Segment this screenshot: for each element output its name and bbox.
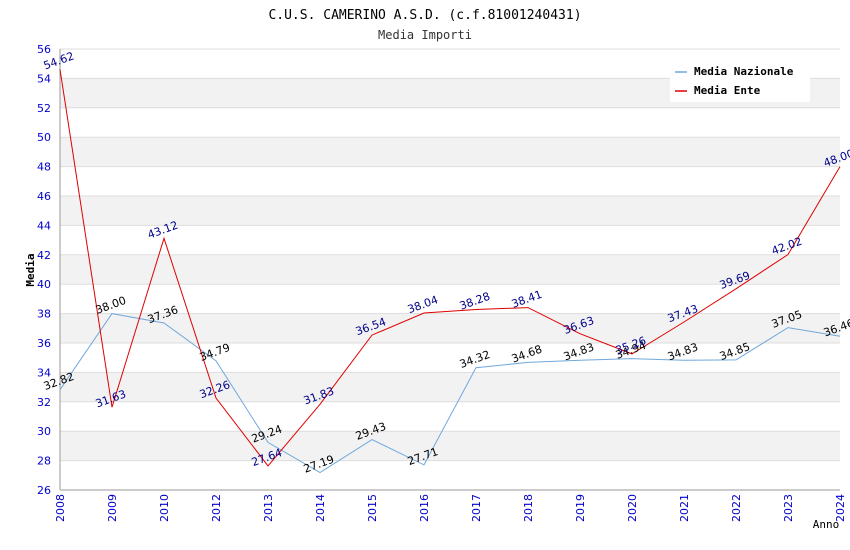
x-tick-label: 2008	[54, 494, 67, 522]
data-label: 42.02	[770, 235, 804, 258]
chart-subtitle: Media Importi	[378, 28, 472, 42]
legend: Media Nazionale Media Ente	[670, 62, 810, 102]
x-tick-label: 2022	[730, 494, 743, 522]
x-tick-label: 2012	[210, 494, 223, 522]
x-tick-label: 2015	[366, 494, 379, 522]
gridlines	[60, 48, 840, 491]
grid-band	[60, 137, 840, 167]
y-tick-label: 34	[37, 366, 51, 379]
y-axis-ticks: 26 28 30 32 34 36 38 40 42 44 46 48 50 52 54 56	[37, 43, 51, 497]
x-axis-ticks: 2008 2009 2010 2012 2013 2014 2015 2016 2017 2018…	[54, 494, 847, 522]
y-tick-label: 36	[37, 337, 51, 350]
grid-band	[60, 313, 840, 343]
x-tick-label: 2014	[314, 494, 327, 522]
x-tick-label: 2023	[782, 494, 795, 522]
y-tick-label: 32	[37, 396, 51, 409]
x-axis-label: Anno	[813, 518, 840, 531]
legend-entry-media-nazionale: Media Nazionale	[694, 65, 794, 78]
x-tick-label: 2019	[574, 494, 587, 522]
x-tick-label: 2009	[106, 494, 119, 522]
data-label: 34.32	[458, 348, 492, 371]
plot-background	[60, 78, 840, 461]
chart-title: C.U.S. CAMERINO A.S.D. (c.f.81001240431)	[268, 8, 581, 23]
y-tick-label: 48	[37, 161, 51, 174]
grid-band	[60, 196, 840, 226]
x-tick-label: 2024	[834, 494, 847, 522]
series-line-media-nazionale	[59, 313, 841, 474]
legend-entry-media-ente: Media Ente	[694, 84, 761, 97]
y-tick-label: 44	[37, 219, 51, 232]
y-tick-label: 38	[37, 308, 51, 321]
x-tick-label: 2016	[418, 494, 431, 522]
x-tick-label: 2018	[522, 494, 535, 522]
y-axis-label: Media	[24, 253, 37, 286]
y-tick-label: 50	[37, 131, 51, 144]
y-tick-label: 26	[37, 484, 51, 497]
axes	[59, 49, 840, 491]
legend-box	[670, 62, 810, 102]
y-tick-label: 56	[37, 43, 51, 56]
x-tick-label: 2020	[626, 494, 639, 522]
grid-band	[60, 254, 840, 285]
series-lines	[59, 69, 841, 474]
grid-band	[60, 372, 840, 402]
x-tick-label: 2021	[678, 494, 691, 522]
y-tick-label: 52	[37, 102, 51, 115]
y-tick-label: 54	[37, 72, 51, 85]
y-tick-label: 42	[37, 249, 51, 262]
x-tick-label: 2010	[158, 494, 171, 522]
x-tick-label: 2013	[262, 494, 275, 522]
x-tick-label: 2017	[470, 494, 483, 522]
y-tick-label: 28	[37, 455, 51, 468]
series-line-media-ente	[59, 69, 841, 467]
y-tick-label: 46	[37, 190, 51, 203]
grid-band	[60, 431, 840, 461]
y-tick-label: 30	[37, 425, 51, 438]
y-tick-label: 40	[37, 278, 51, 291]
